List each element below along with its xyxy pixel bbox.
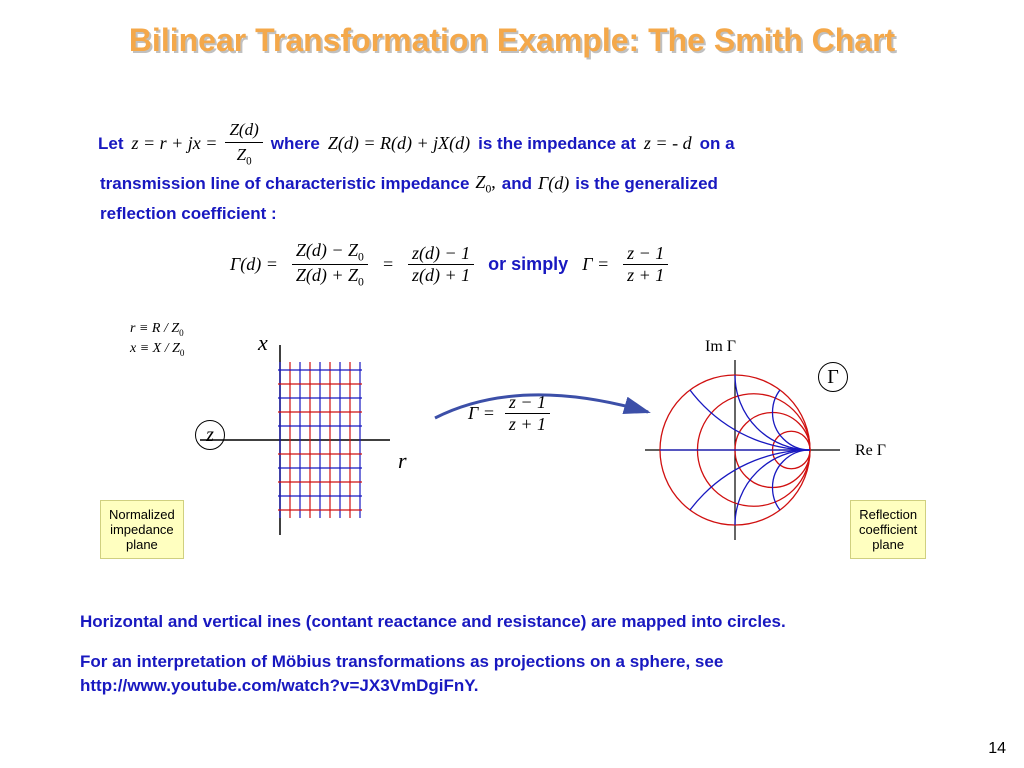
title-main: Bilinear Transformation Example: The Smi… — [129, 22, 895, 58]
let-label: Let — [98, 132, 124, 156]
frac-den: Z0 — [225, 143, 262, 170]
impedance-plane-note: Normalized impedance plane — [100, 500, 184, 559]
slide-title: Bilinear Transformation Example: The Smi… — [0, 22, 1024, 59]
where-label: where — [271, 132, 320, 156]
page-number: 14 — [988, 740, 1006, 758]
definition-line-2: transmission line of characteristic impe… — [100, 170, 960, 198]
definition-line-1: Let z = r + jx = Z(d) Z0 where Z(d) = R(… — [90, 118, 970, 170]
eq-zd: z = - d — [644, 131, 692, 156]
tail-2: on a — [700, 132, 735, 156]
frac-num: Z(d) — [225, 118, 262, 143]
bottom-note-2: For an interpretation of Möbius transfor… — [80, 650, 960, 698]
bottom-note-1: Horizontal and vertical ines (contant re… — [80, 610, 960, 634]
re-axis-label: Re Γ — [855, 442, 886, 460]
center-equation: Γ(d) = Z(d) − Z0 Z(d) + Z0 = z(d) − 1 z(… — [230, 240, 668, 288]
eq-Zd: Z(d) = R(d) + jX(d) — [328, 131, 470, 156]
reflection-plane-note: Reflection coefficient plane — [850, 500, 926, 559]
tail-1: is the impedance at — [478, 132, 636, 156]
mapping-arrow — [420, 380, 670, 440]
im-axis-label: Im Γ — [705, 338, 736, 356]
small-definitions: r ≡ R / Z0 x ≡ X / Z0 — [130, 320, 184, 359]
z-plane-label: z — [195, 420, 225, 450]
impedance-plane-plot — [200, 340, 430, 540]
x-axis-label: x — [258, 330, 268, 356]
r-axis-label: r — [398, 448, 407, 474]
gamma-plane-label: Γ — [818, 362, 848, 392]
definition-line-3: reflection coefficient : — [100, 202, 277, 226]
eq-z-def: z = r + jx = — [132, 131, 218, 156]
